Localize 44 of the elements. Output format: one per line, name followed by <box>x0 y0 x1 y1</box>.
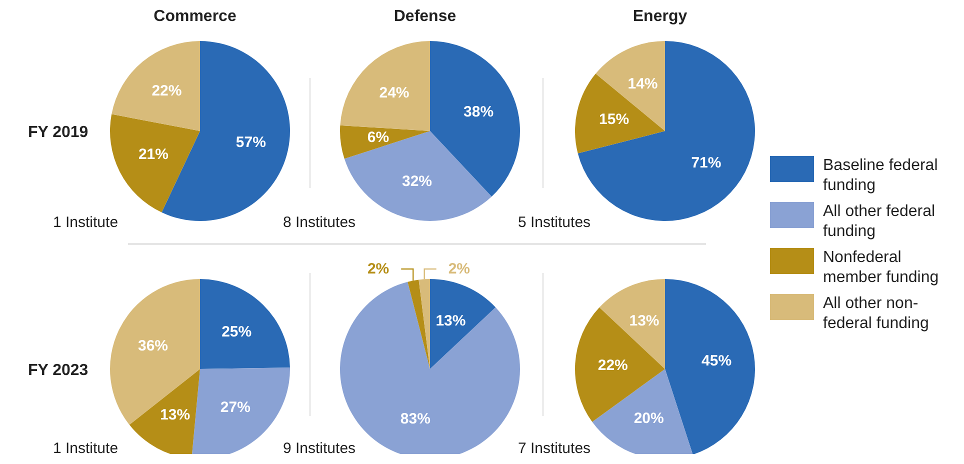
data-label: 22% <box>152 82 182 100</box>
data-label: 71% <box>691 154 722 172</box>
data-label: 20% <box>634 410 664 428</box>
data-label: 13% <box>160 406 190 424</box>
pie-slice <box>110 114 200 212</box>
legend-label: Nonfederal member funding <box>823 248 940 288</box>
pie-slice <box>340 125 430 159</box>
data-label: 45% <box>702 352 732 370</box>
data-label: 13% <box>436 312 466 330</box>
data-label: 13% <box>629 312 660 330</box>
chart-title: Commerce <box>152 8 238 26</box>
text: 7 Institutes <box>518 440 591 456</box>
chart-title: Energy <box>632 8 688 26</box>
pie-slice <box>596 41 665 131</box>
data-label: 57% <box>236 134 266 151</box>
legend-label: All other federal funding <box>823 202 936 242</box>
data-label: 14% <box>628 75 658 92</box>
legend-label: All other non-federal funding <box>823 294 930 334</box>
text: FY 2023 <box>28 362 88 380</box>
data-label: 2% <box>448 260 470 278</box>
chart-title: Defense <box>392 8 458 26</box>
data-label: 32% <box>402 173 432 190</box>
pie-slice <box>575 74 665 154</box>
text: 1 Institute <box>53 440 118 456</box>
legend-label: Baseline federal funding <box>823 156 939 196</box>
pie-slice <box>340 41 430 131</box>
data-label: 15% <box>599 111 630 128</box>
data-label: 36% <box>138 338 168 355</box>
data-label: 27% <box>220 398 250 416</box>
text: 5 Institutes <box>518 214 591 231</box>
data-label: 6% <box>367 129 390 146</box>
pie-slice <box>112 41 200 131</box>
text: 1 Institute <box>53 214 118 231</box>
data-label: 38% <box>464 103 494 120</box>
data-label: 83% <box>400 410 430 428</box>
data-label: 2% <box>367 260 390 278</box>
pie-slice <box>430 41 520 197</box>
data-label: 21% <box>138 146 169 164</box>
text: 9 Institutes <box>283 440 356 456</box>
text: 8 Institutes <box>283 214 356 231</box>
text: FY 2019 <box>28 124 88 142</box>
data-label: 25% <box>222 323 252 340</box>
data-label: 24% <box>379 84 410 102</box>
data-label: 22% <box>598 357 628 374</box>
